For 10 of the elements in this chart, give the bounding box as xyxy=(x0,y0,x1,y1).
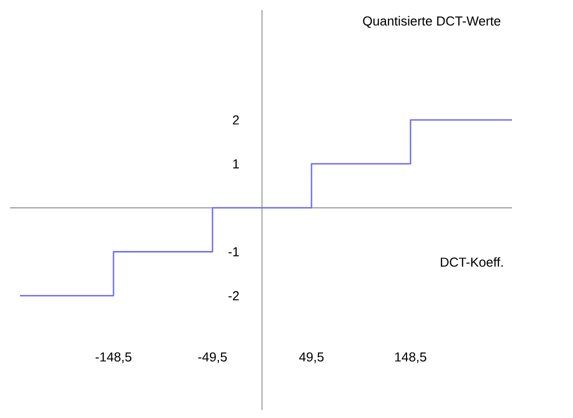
x-tick-label: -148,5 xyxy=(96,352,132,364)
x-tick-label: 148,5 xyxy=(395,352,426,364)
y-tick-label: -2 xyxy=(228,291,239,300)
x-tick-label: -49,5 xyxy=(198,352,227,364)
y-tick-label: -1 xyxy=(228,247,239,256)
y-axis-title: Quantisierte DCT-Werte xyxy=(363,16,500,28)
x-axis-title: DCT-Koeff. xyxy=(440,257,503,267)
x-tick-label: 49,5 xyxy=(299,352,324,364)
y-tick-label: 1 xyxy=(233,159,239,168)
y-tick-label: 2 xyxy=(232,115,239,124)
